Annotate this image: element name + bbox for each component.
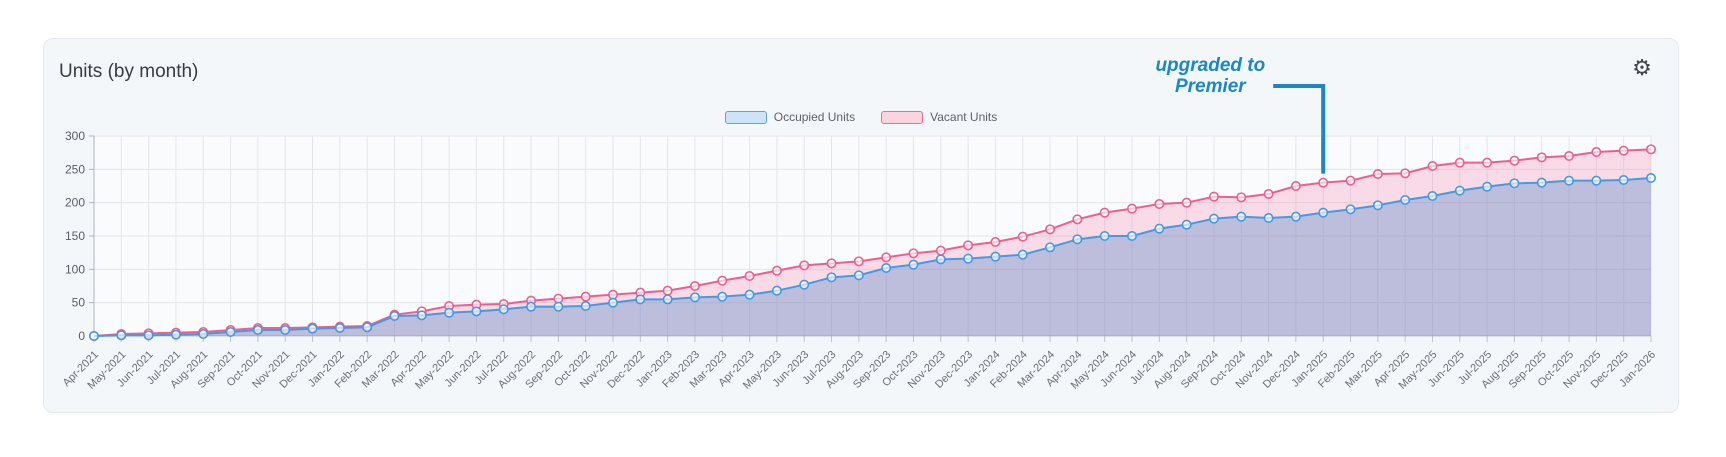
- legend-item-vacant-units[interactable]: Vacant Units: [881, 110, 997, 124]
- legend-swatch-vacant: [881, 110, 924, 124]
- legend-swatch-occupied: [724, 110, 767, 124]
- svg-text:250: 250: [65, 162, 85, 176]
- svg-text:50: 50: [72, 296, 86, 310]
- units-chart-card: Units (by month) ⚙ upgraded to Premier 0…: [43, 38, 1679, 413]
- svg-text:300: 300: [65, 129, 85, 143]
- svg-text:100: 100: [65, 262, 85, 276]
- chart-title: Units (by month): [59, 61, 199, 82]
- settings-gear-icon[interactable]: ⚙: [1632, 55, 1652, 80]
- svg-text:200: 200: [65, 196, 85, 210]
- legend-label-vacant: Vacant Units: [930, 110, 998, 124]
- svg-text:0: 0: [78, 329, 85, 343]
- svg-text:150: 150: [65, 229, 85, 243]
- annotation-line1: upgraded to: [1155, 55, 1266, 76]
- units-area-chart[interactable]: 050100150200250300Apr-2021May-2021Jun-20…: [44, 39, 1680, 414]
- legend-item-occupied-units[interactable]: Occupied Units: [724, 110, 856, 124]
- annotation-upgraded-to-premier: upgraded to Premier: [1155, 55, 1265, 97]
- legend-label-occupied: Occupied Units: [773, 110, 856, 124]
- chart-legend: Occupied Units Vacant Units: [44, 109, 1678, 125]
- annotation-line2: Premier: [1174, 76, 1246, 97]
